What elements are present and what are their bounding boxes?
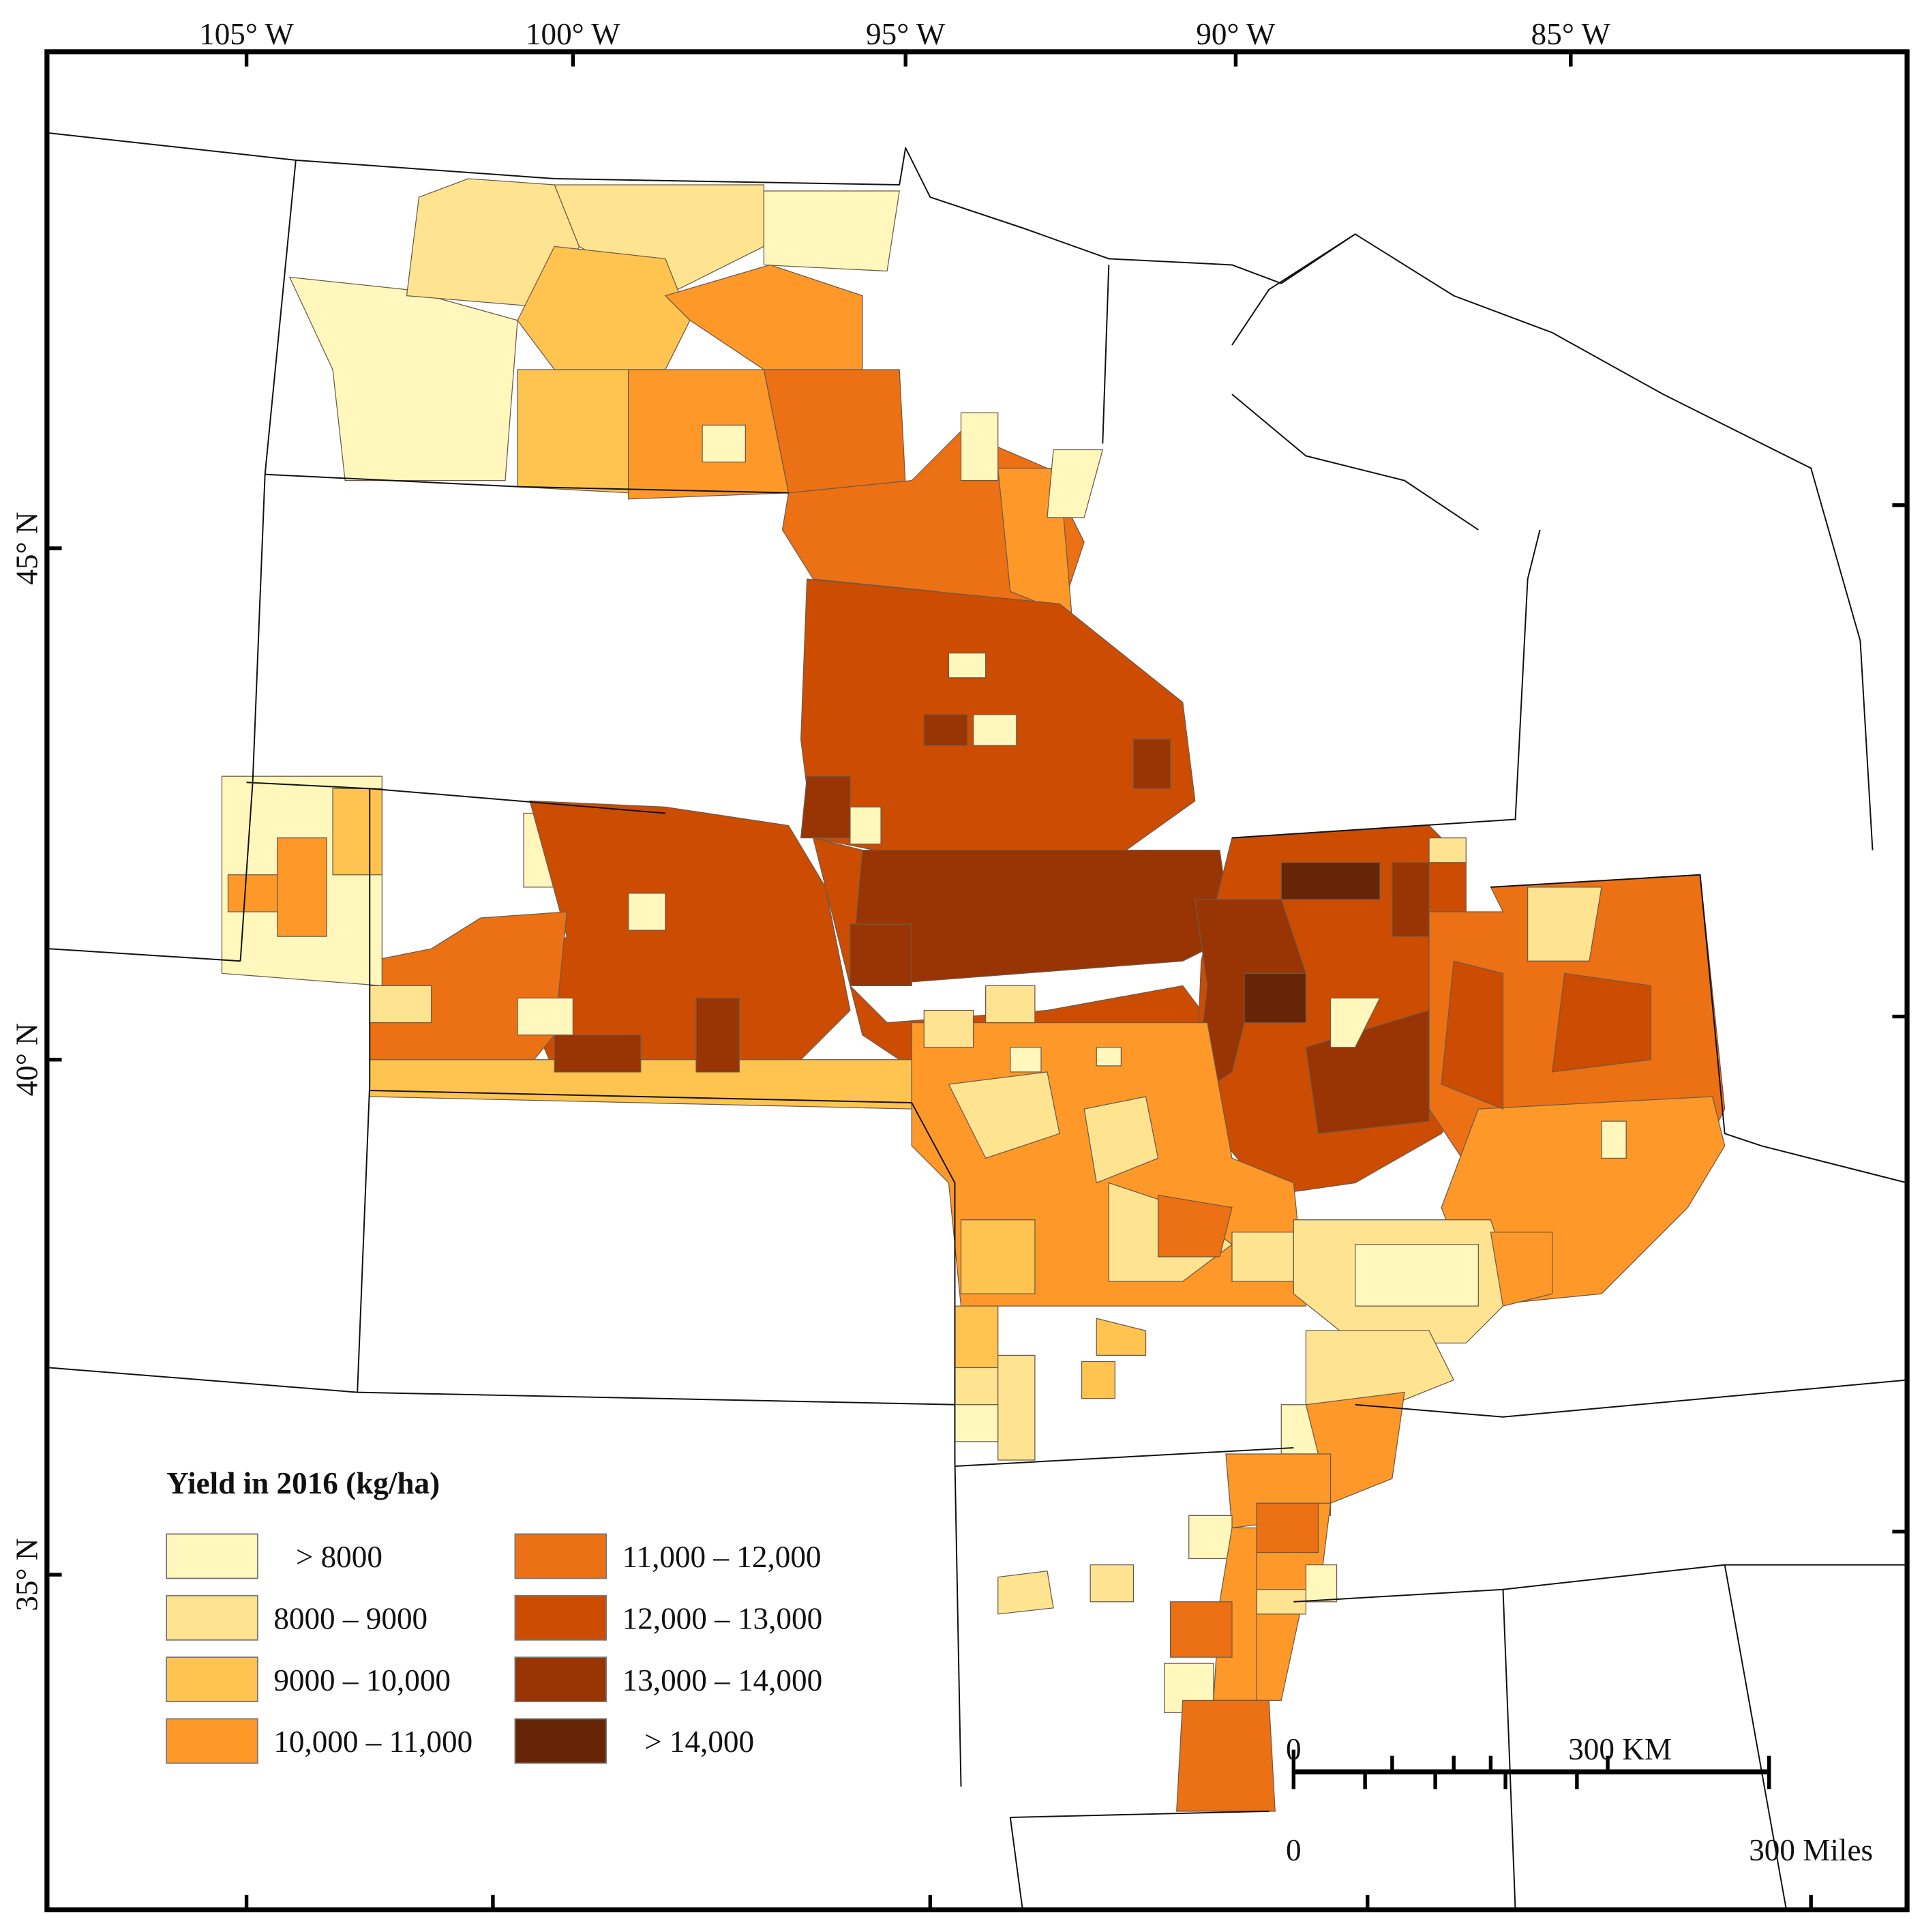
county-region: [923, 1009, 974, 1048]
legend-swatch: [514, 1718, 607, 1764]
county-region: [517, 997, 574, 1036]
county-region: [1441, 960, 1504, 1110]
county-region: [763, 369, 906, 494]
scale-label: 0: [1286, 1732, 1302, 1766]
county-region: [972, 714, 1017, 746]
legend-label: > 8000: [296, 1540, 382, 1574]
legend-title: Yield in 2016 (kg/ha): [166, 1466, 440, 1500]
county-region: [1552, 972, 1651, 1073]
county-region: [954, 1404, 999, 1442]
county-region: [997, 1354, 1036, 1461]
county-region: [960, 412, 999, 481]
legend-label: 11,000 – 12,000: [622, 1540, 822, 1574]
latitude-label: 45° N: [10, 511, 44, 584]
county-region: [554, 184, 765, 297]
county-region: [763, 190, 900, 272]
longitude-label: 105° W: [199, 17, 294, 51]
legend-swatch: [166, 1594, 258, 1641]
legend-label: 13,000 – 14,000: [622, 1663, 823, 1697]
county-region: [1083, 1096, 1159, 1184]
county-region: [1305, 1564, 1338, 1603]
county-region: [948, 1071, 1060, 1159]
county-region: [628, 893, 666, 931]
county-region: [369, 985, 432, 1024]
county-region: [1096, 1318, 1147, 1356]
county-region: [800, 775, 851, 839]
county-region: [1256, 1614, 1301, 1701]
legend-swatch: [166, 1533, 258, 1579]
county-region: [1527, 887, 1602, 962]
legend-swatch: [514, 1533, 607, 1579]
longitude-label: 85° W: [1531, 17, 1611, 51]
map-frame: [44, 49, 1910, 1913]
county-region: [695, 997, 740, 1073]
legend-swatch: [514, 1594, 607, 1641]
county-region: [850, 806, 882, 845]
scale-label: 300 KM: [1568, 1732, 1672, 1766]
county-region: [1170, 1601, 1233, 1658]
scale-label: 0: [1286, 1833, 1302, 1867]
latitude-label: 40° N: [10, 1023, 44, 1096]
county-region: [517, 369, 629, 494]
county-region: [1010, 1047, 1042, 1073]
county-region: [985, 985, 1036, 1024]
legend-label: 9000 – 10,000: [273, 1663, 451, 1697]
county-region: [1305, 1330, 1455, 1418]
county-region: [1176, 1699, 1276, 1812]
legend-swatch: [514, 1656, 607, 1703]
legend-label: 10,000 – 11,000: [273, 1725, 472, 1759]
longitude-label: 95° W: [866, 17, 946, 51]
county-region: [954, 1367, 999, 1406]
county-region: [1081, 1361, 1115, 1399]
county-regions: [221, 178, 1726, 1812]
longitude-label: 90° W: [1196, 17, 1276, 51]
legend-label: 12,000 – 13,000: [622, 1602, 823, 1636]
county-region: [1280, 862, 1381, 900]
county-region: [1256, 1502, 1319, 1554]
county-region: [1188, 1515, 1233, 1560]
county-region: [288, 276, 518, 481]
latitude-label: 35° N: [10, 1538, 44, 1611]
county-region: [1601, 1120, 1627, 1159]
county-region: [227, 874, 278, 912]
county-region: [1392, 862, 1430, 937]
county-region: [277, 837, 327, 937]
legend-swatch: [166, 1718, 258, 1764]
legend-label: 8000 – 9000: [273, 1602, 427, 1636]
county-region: [702, 424, 746, 463]
county-region: [1090, 1564, 1135, 1603]
county-region: [1428, 837, 1467, 863]
county-region: [1231, 1232, 1294, 1282]
county-region: [960, 1219, 1036, 1294]
graticule: 105° W 100° W 95° W 90° W 85° W 45° N 40° N 35°…: [10, 17, 1908, 1910]
county-region: [954, 1305, 999, 1369]
scale-bar: 0 300 KM 0 300 Miles: [1286, 1732, 1873, 1867]
longitude-label: 100° W: [526, 17, 620, 51]
county-region: [1355, 1244, 1479, 1307]
legend-label: > 14,000: [644, 1725, 754, 1759]
state-boundaries: [49, 132, 1908, 1910]
county-region: [1157, 1194, 1233, 1258]
county-region: [1330, 997, 1381, 1048]
county-region: [923, 714, 968, 746]
county-region: [997, 1570, 1054, 1615]
county-region: [1096, 1047, 1122, 1067]
county-region: [1490, 1232, 1553, 1307]
county-region: [948, 652, 987, 679]
county-region: [850, 923, 912, 987]
legend: > 8000 8000 – 9000 9000 – 10,000 10,000 – 1…: [166, 1533, 823, 1764]
county-region: [1132, 739, 1171, 789]
county-region: [554, 1035, 642, 1073]
legend-swatch: [166, 1656, 258, 1703]
county-region: [332, 788, 382, 876]
county-region: [1047, 449, 1104, 518]
county-region: [1244, 972, 1307, 1024]
scale-label: 300 Miles: [1749, 1833, 1873, 1867]
